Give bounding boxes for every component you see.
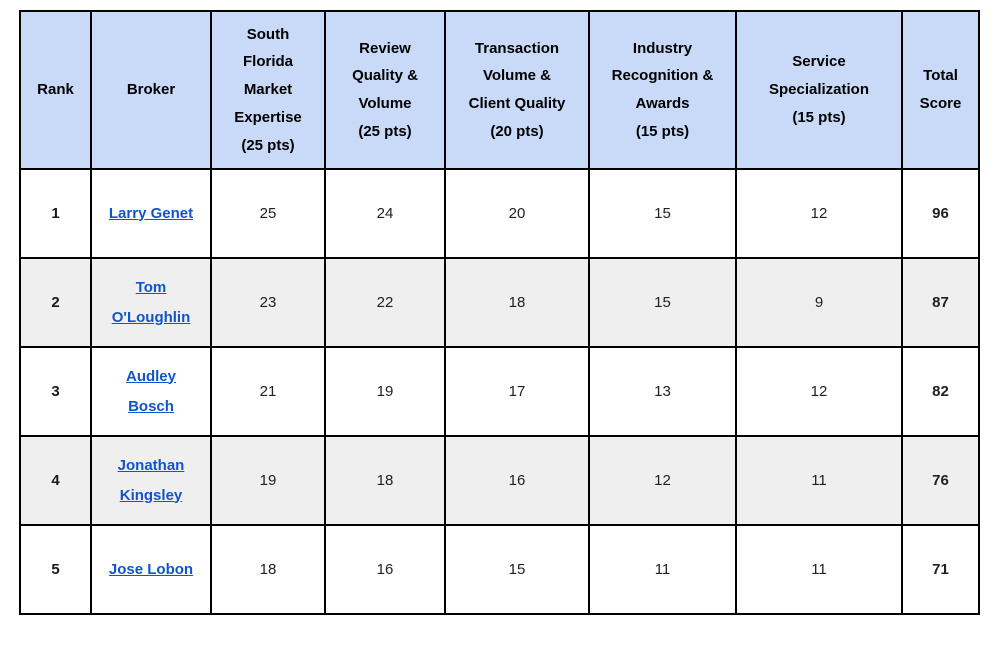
broker-cell: Audley Bosch: [90, 346, 212, 437]
score-cell-service-specialization: 11: [735, 524, 903, 615]
total-score-cell: 82: [901, 346, 980, 437]
broker-link-audley-bosch[interactable]: Audley Bosch: [125, 367, 176, 415]
score-cell-sf-market-expertise: 23: [210, 257, 326, 348]
column-header-line: Awards: [635, 95, 690, 112]
rank-cell: 2: [19, 257, 92, 348]
score-cell-review-quality-volume: 18: [324, 435, 446, 526]
broker-link-jose-lobon[interactable]: Jose Lobon: [108, 560, 194, 578]
total-score-cell: 71: [901, 524, 980, 615]
column-header-line: Rank: [37, 81, 74, 99]
score-cell-industry-recognition-awards: 15: [588, 168, 737, 259]
score-cell-industry-recognition-awards: 13: [588, 346, 737, 437]
column-header-rank: Rank: [19, 10, 92, 170]
broker-cell: Larry Genet: [90, 168, 212, 259]
rank-cell: 4: [19, 435, 92, 526]
score-cell-service-specialization: 12: [735, 346, 903, 437]
table-row-2: 2 Tom O'Loughlin 23 22 18 15 9 87: [19, 257, 980, 348]
score-cell-industry-recognition-awards: 11: [588, 524, 737, 615]
broker-link-tom-o-loughlin[interactable]: Tom O'Loughlin: [111, 278, 191, 326]
broker-cell: Jonathan Kingsley: [90, 435, 212, 526]
column-header-line: Transaction: [474, 39, 560, 57]
total-score-cell: 76: [901, 435, 980, 526]
score-cell-transaction-volume-client-quality: 20: [444, 168, 590, 259]
column-header-line: Volume &: [482, 67, 552, 85]
broker-ranking-table: Rank Broker South Florida Market Expertise (25…: [19, 10, 980, 615]
column-header-line: Client Quality: [468, 95, 566, 112]
score-cell-sf-market-expertise: 18: [210, 524, 326, 615]
score-cell-service-specialization: 9: [735, 257, 903, 348]
column-header-total-score: Total Score: [901, 10, 980, 170]
score-cell-review-quality-volume: 19: [324, 346, 446, 437]
column-header-line: (25 pts): [358, 122, 412, 140]
table-row-4: 4 Jonathan Kingsley 19 18 16 12 11 76: [19, 435, 980, 526]
score-cell-industry-recognition-awards: 15: [588, 257, 737, 348]
column-header-line: Volume: [358, 95, 412, 112]
column-header-line: Expertise: [234, 108, 302, 126]
column-header-line: Specialization: [768, 81, 870, 99]
column-header-line: South: [246, 25, 290, 43]
score-cell-review-quality-volume: 22: [324, 257, 446, 348]
broker-cell: Tom O'Loughlin: [90, 257, 212, 348]
score-cell-sf-market-expertise: 25: [210, 168, 326, 259]
column-header-line: Broker: [126, 81, 176, 99]
column-header-line: (25 pts): [241, 136, 295, 154]
column-header-transaction-volume-client-quality: Transaction Volume & Client Quality (20 pts…: [444, 10, 590, 170]
score-cell-review-quality-volume: 24: [324, 168, 446, 259]
column-header-line: Industry: [632, 39, 693, 57]
broker-link-larry-genet[interactable]: Larry Genet: [108, 204, 194, 222]
table-row-3: 3 Audley Bosch 21 19 17 13 12 82: [19, 346, 980, 437]
table-row-5: 5 Jose Lobon 18 16 15 11 11 71: [19, 524, 980, 615]
total-score-cell: 96: [901, 168, 980, 259]
column-header-line: Review: [359, 39, 411, 57]
score-cell-transaction-volume-client-quality: 15: [444, 524, 590, 615]
column-header-line: (15 pts): [792, 108, 846, 126]
score-cell-transaction-volume-client-quality: 17: [444, 346, 590, 437]
column-header-service-specialization: Service Specialization (15 pts): [735, 10, 903, 170]
column-header-line: (20 pts): [490, 122, 544, 140]
score-cell-sf-market-expertise: 19: [210, 435, 326, 526]
column-header-line: Quality &: [352, 67, 418, 85]
score-cell-transaction-volume-client-quality: 16: [444, 435, 590, 526]
score-cell-service-specialization: 12: [735, 168, 903, 259]
column-header-line: Total: [923, 67, 958, 85]
column-header-industry-recognition-awards: Industry Recognition & Awards (15 pts): [588, 10, 737, 170]
column-header-review-quality-volume: Review Quality & Volume (25 pts): [324, 10, 446, 170]
score-cell-review-quality-volume: 16: [324, 524, 446, 615]
score-cell-industry-recognition-awards: 12: [588, 435, 737, 526]
table-row-1: 1 Larry Genet 25 24 20 15 12 96: [19, 168, 980, 259]
score-cell-sf-market-expertise: 21: [210, 346, 326, 437]
column-header-sf-market-expertise: South Florida Market Expertise (25 pts): [210, 10, 326, 170]
column-header-broker: Broker: [90, 10, 212, 170]
score-cell-transaction-volume-client-quality: 18: [444, 257, 590, 348]
score-cell-service-specialization: 11: [735, 435, 903, 526]
column-header-line: Florida: [242, 53, 293, 71]
table-header-row: Rank Broker South Florida Market Expertise (25…: [19, 10, 980, 170]
column-header-line: (15 pts): [635, 122, 690, 140]
column-header-line: Recognition &: [611, 67, 714, 85]
column-header-line: Score: [919, 95, 962, 112]
table-body: 1 Larry Genet 25 24 20 15 12 96 2 Tom O'Loughlin 2…: [19, 168, 980, 615]
rank-cell: 3: [19, 346, 92, 437]
column-header-line: Market: [243, 81, 293, 99]
broker-link-jonathan-kingsley[interactable]: Jonathan Kingsley: [117, 456, 185, 504]
rank-cell: 1: [19, 168, 92, 259]
rank-cell: 5: [19, 524, 92, 615]
total-score-cell: 87: [901, 257, 980, 348]
column-header-line: Service: [792, 53, 846, 71]
broker-cell: Jose Lobon: [90, 524, 212, 615]
